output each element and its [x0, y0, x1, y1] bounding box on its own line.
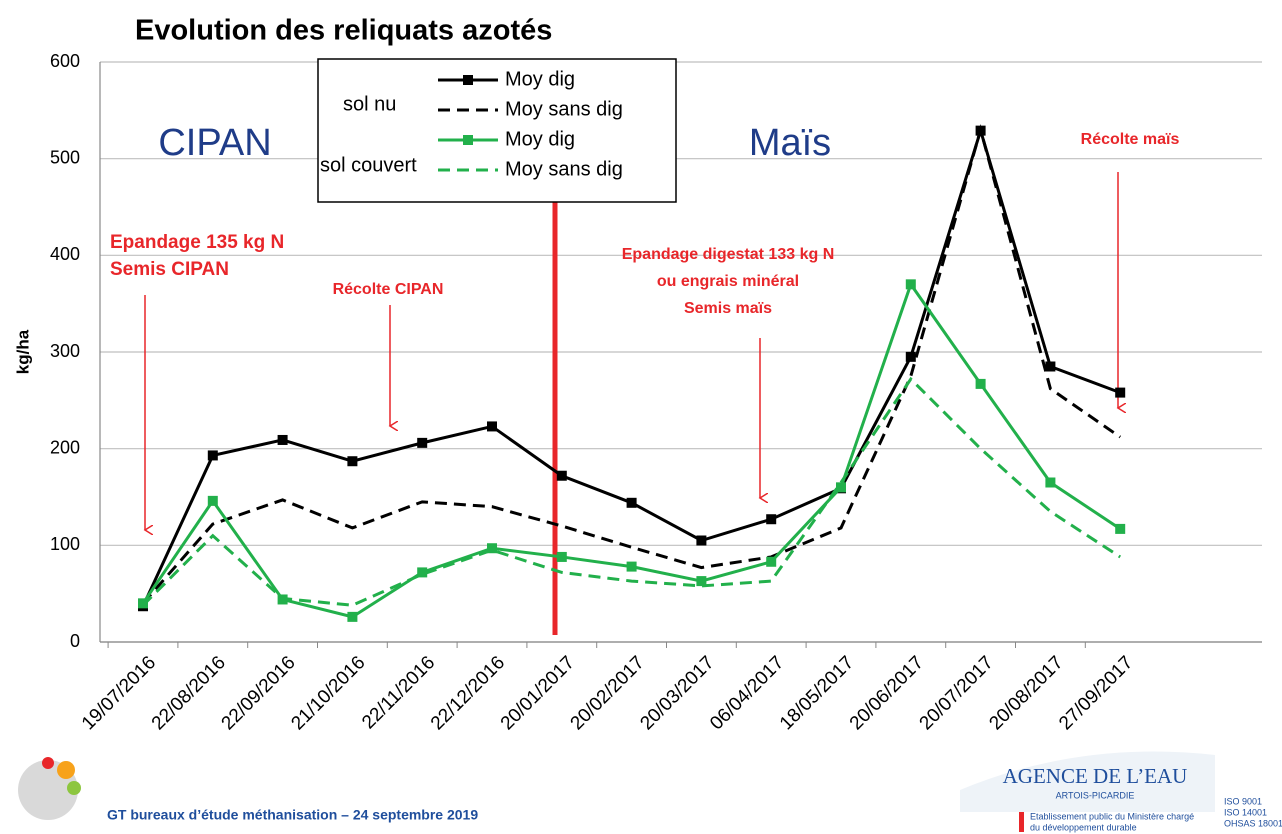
- point: [277, 434, 288, 445]
- point: [1045, 477, 1056, 488]
- x-tick-label: 22/11/2016: [358, 652, 439, 733]
- legend-group: sol nu: [343, 93, 396, 115]
- y-tick-label: 0: [70, 631, 80, 651]
- annotation: Récolte CIPAN: [333, 281, 444, 298]
- legend-label: Moy sans dig: [505, 98, 623, 120]
- agency-name: AGENCE DE L’EAU: [1003, 764, 1188, 788]
- point: [417, 567, 428, 578]
- point: [1115, 523, 1126, 534]
- logo-shape: [960, 751, 1215, 812]
- x-tick-label: 21/10/2016: [287, 652, 369, 734]
- chart-title: Evolution des reliquats azotés: [135, 15, 552, 47]
- x-tick-label: 22/09/2016: [218, 652, 300, 734]
- legend-label: Moy sans dig: [505, 158, 623, 180]
- arrows: [145, 172, 1118, 530]
- point: [626, 561, 637, 572]
- x-tick-label: 27/09/2017: [1055, 652, 1137, 734]
- ministry-line: Etablissement public du Ministère chargé: [1030, 811, 1194, 821]
- iso: ISO 9001: [1224, 796, 1262, 806]
- x-tick-label: 20/03/2017: [636, 652, 718, 734]
- point: [487, 543, 497, 554]
- legend-marker: [463, 135, 473, 145]
- footer-text: GT bureaux d’étude méthanisation – 24 se…: [107, 807, 478, 823]
- x-tick-label: 18/05/2017: [776, 652, 858, 734]
- point: [207, 495, 218, 506]
- logo-dot: [67, 781, 81, 795]
- x-tick-label: 22/12/2016: [427, 652, 509, 734]
- point: [905, 351, 916, 362]
- iso: ISO 14001: [1224, 807, 1267, 817]
- y-tick-label: 600: [50, 51, 80, 71]
- annotation: Epandage 135 kg N: [110, 232, 284, 253]
- point: [1115, 387, 1126, 398]
- point: [766, 514, 777, 525]
- legend-group: sol couvert: [320, 154, 417, 176]
- legend-label: Moy dig: [505, 68, 575, 90]
- point: [347, 456, 358, 467]
- point: [207, 450, 218, 461]
- annotation: Récolte maïs: [1081, 131, 1180, 148]
- point: [487, 421, 497, 432]
- x-tick-label: 20/02/2017: [567, 652, 649, 734]
- x-tick-label: 20/01/2017: [497, 652, 579, 734]
- y-tick-label: 200: [50, 437, 80, 457]
- annotation: ou engrais minéral: [657, 273, 799, 290]
- point: [836, 482, 846, 493]
- y-tick-label: 300: [50, 341, 80, 361]
- x-tick-label: 20/06/2017: [846, 652, 928, 734]
- y-tick-label: 500: [50, 147, 80, 167]
- legend-box: [317, 58, 677, 203]
- annotation: Semis maïs: [684, 300, 772, 317]
- x-tick-label: 19/07/2016: [78, 652, 160, 734]
- x-tick-label: 22/08/2016: [148, 652, 230, 734]
- y-axis-label: kg/ha: [13, 329, 32, 374]
- annotation: Epandage digestat 133 kg N: [622, 246, 835, 263]
- legend-label: Moy dig: [505, 128, 575, 150]
- point: [696, 576, 707, 587]
- point: [417, 437, 428, 448]
- iso: OHSAS 18001: [1224, 818, 1282, 828]
- point: [347, 611, 358, 622]
- y-tick-label: 400: [50, 244, 80, 264]
- logo-dot: [57, 761, 75, 779]
- annotation: Semis CIPAN: [110, 259, 229, 280]
- ministry-line: du développement durable: [1030, 822, 1137, 832]
- point: [696, 535, 707, 546]
- agency-region: ARTOIS-PICARDIE: [1056, 790, 1135, 800]
- point: [975, 378, 986, 389]
- legend-marker: [463, 75, 473, 85]
- point: [905, 279, 916, 290]
- logo-dot: [42, 757, 54, 769]
- point: [556, 551, 567, 562]
- point: [1045, 361, 1056, 372]
- point: [626, 497, 637, 508]
- series-line: [141, 376, 1122, 607]
- point: [556, 470, 567, 481]
- y-tick-label: 100: [50, 534, 80, 554]
- x-tick-label: 06/04/2017: [706, 652, 788, 734]
- x-tick-label: 20/07/2017: [916, 652, 998, 734]
- x-tick-label: 20/08/2017: [985, 652, 1067, 734]
- phase-label: Maïs: [749, 122, 831, 164]
- phase-label: CIPAN: [158, 122, 271, 164]
- point: [766, 556, 777, 567]
- flag-mark: [1019, 812, 1024, 832]
